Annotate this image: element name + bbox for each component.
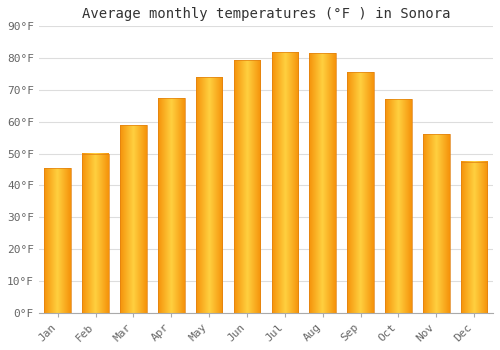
Bar: [348, 72, 374, 313]
Bar: [196, 77, 222, 313]
Bar: [461, 161, 487, 313]
Bar: [158, 98, 184, 313]
Bar: [310, 53, 336, 313]
Bar: [44, 168, 71, 313]
Bar: [272, 52, 298, 313]
Bar: [385, 99, 411, 313]
Bar: [120, 125, 146, 313]
Bar: [423, 134, 450, 313]
Bar: [82, 154, 109, 313]
Title: Average monthly temperatures (°F ) in Sonora: Average monthly temperatures (°F ) in So…: [82, 7, 450, 21]
Bar: [234, 60, 260, 313]
